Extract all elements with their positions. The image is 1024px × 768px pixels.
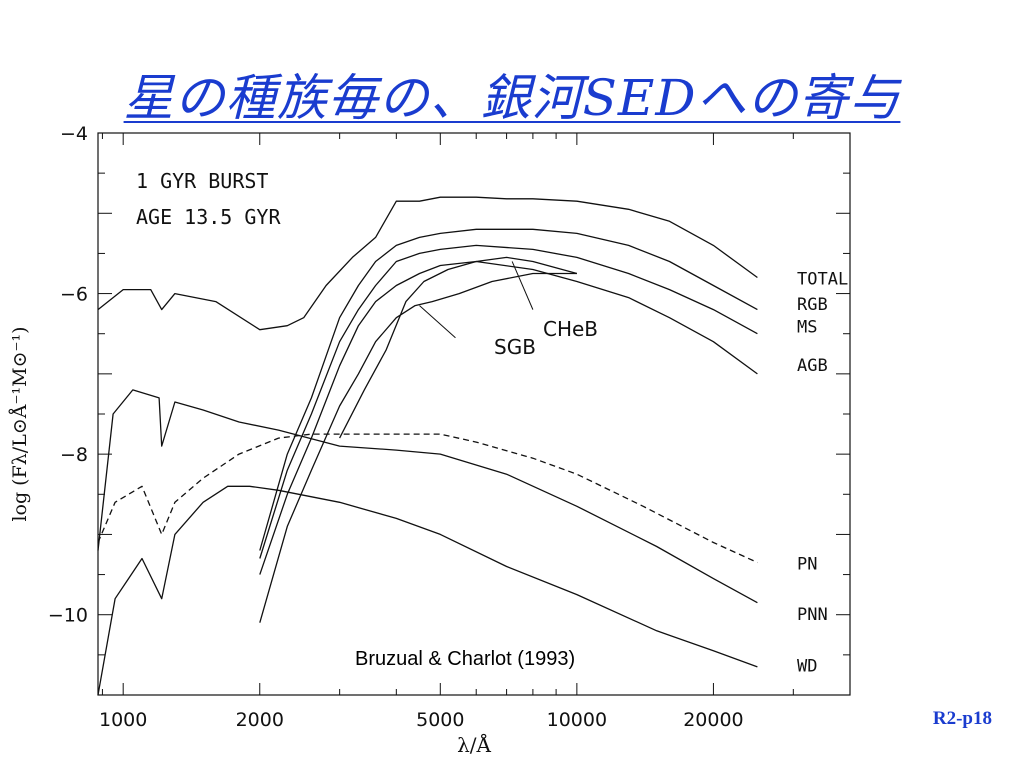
y-axis-label: log (Fλ/L⊙Å⁻¹M⊙⁻¹) [9,326,31,521]
series-line-ms [259,244,758,559]
series-label-agb: AGB [797,356,828,376]
series-label-wd: WD [797,656,817,676]
series-label-sgb: SGB [494,335,536,359]
series-line-rgb [259,228,758,551]
chart-annotation: 1 GYR BURST [136,169,268,193]
y-tick-label: −10 [48,605,88,627]
y-tick-label: −4 [60,123,88,145]
series-label-cheb: CHeB [543,317,598,341]
y-tick-label: −8 [60,444,88,466]
x-tick-label: 20000 [683,709,743,731]
series-label-pnn: PNN [797,605,828,625]
x-tick-label: 10000 [547,709,607,731]
series-label-rgb: RGB [797,295,828,315]
series-line-sgb [259,272,577,623]
cheb-leader [511,261,534,310]
x-tick-label: 2000 [236,709,284,731]
series-line-agb [259,260,758,575]
series-line-wd [97,485,758,696]
series-label-total: TOTAL [797,270,848,290]
chart-credit: Bruzual & Charlot (1993) [355,648,575,670]
slide-title: 星の種族毎の、銀河SEDへの寄与 [123,69,901,127]
series-line-pnn [97,389,758,604]
x-axis-label: λ/Å [457,732,491,757]
chart-annotation: AGE 13.5 GYR [136,205,281,229]
series-label-ms: MS [797,318,817,338]
y-tick-label: −6 [60,284,88,306]
series-line-total [97,196,758,331]
x-tick-label: 1000 [99,709,147,731]
x-tick-label: 5000 [416,709,464,731]
series-line-pn [97,433,758,564]
series-line-cheb [339,256,578,439]
series-label-pn: PN [797,555,817,575]
page-number: R2-p18 [932,708,992,729]
sgb-leader [419,305,456,339]
